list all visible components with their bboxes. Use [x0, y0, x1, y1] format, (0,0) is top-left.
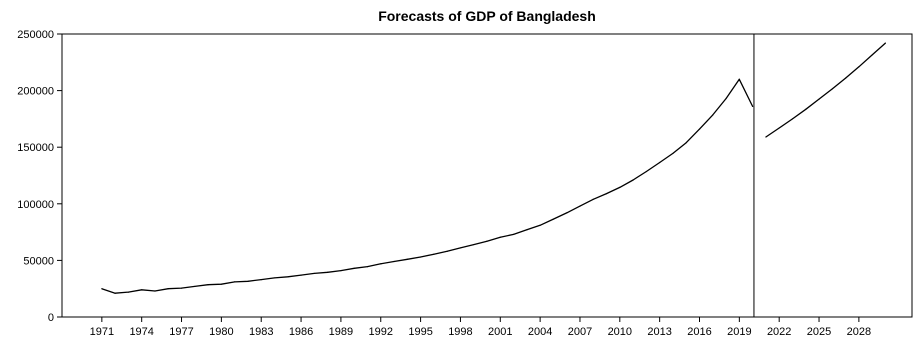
x-tick-label: 1974 — [129, 326, 153, 338]
data-point-actual — [287, 276, 289, 278]
data-point-actual — [512, 233, 515, 235]
data-point-actual — [459, 247, 462, 249]
x-tick-label: 2025 — [807, 326, 831, 338]
data-point-forecast — [844, 77, 847, 79]
x-tick-label: 2016 — [687, 326, 711, 338]
x-tick-label: 2022 — [767, 326, 791, 338]
data-point-actual — [154, 290, 156, 292]
x-tick-label: 1995 — [408, 326, 432, 338]
x-tick-label: 2013 — [647, 326, 671, 338]
x-tick-label: 2001 — [488, 326, 512, 338]
data-point-actual — [552, 218, 555, 220]
y-tick-label: 50000 — [23, 255, 54, 267]
data-point-actual — [419, 256, 422, 258]
data-point-actual — [645, 170, 647, 173]
data-point-actual — [752, 105, 754, 108]
data-point-forecast — [818, 98, 820, 100]
series-line-actual — [101, 78, 754, 294]
y-tick-label: 250000 — [17, 29, 54, 41]
data-point-actual — [220, 283, 222, 285]
x-tick-label: 1980 — [209, 326, 233, 338]
data-point-actual — [499, 236, 501, 238]
data-point-actual — [101, 288, 103, 290]
y-axis: 0 50000 100000 150000 200000 250000 — [17, 29, 62, 324]
data-point-forecast — [884, 42, 887, 44]
data-point-actual — [738, 78, 740, 80]
y-tick-label: 0 — [48, 312, 54, 324]
series-group — [101, 34, 887, 317]
data-point-actual — [141, 289, 143, 291]
x-tick-label: 1983 — [249, 326, 273, 338]
data-point-actual — [380, 263, 382, 265]
x-tick-label: 1992 — [369, 326, 393, 338]
data-point-actual — [605, 193, 608, 195]
data-point-forecast — [871, 54, 873, 56]
data-point-actual — [366, 266, 369, 268]
x-tick-label: 2004 — [528, 326, 552, 338]
data-point-actual — [260, 279, 262, 281]
x-tick-label: 1977 — [169, 326, 193, 338]
data-point-actual — [446, 250, 448, 252]
x-tick-label: 2019 — [727, 326, 751, 338]
x-tick-label: 1989 — [329, 326, 353, 338]
data-point-forecast — [805, 108, 807, 110]
data-point-forecast — [791, 118, 794, 120]
data-point-actual — [672, 152, 674, 155]
x-axis: 1971 1974 1977 1980 1983 1986 1989 1992 1995 1998… — [90, 317, 871, 338]
data-point-actual — [167, 288, 169, 290]
data-point-actual — [539, 224, 541, 226]
data-point-actual — [300, 274, 302, 276]
series-line-forecast — [765, 42, 886, 138]
data-point-actual — [273, 277, 276, 279]
x-tick-label: 1986 — [289, 326, 313, 338]
data-point-actual — [698, 128, 701, 130]
x-tick-label: 2010 — [608, 326, 632, 338]
y-tick-label: 200000 — [17, 86, 54, 98]
data-point-actual — [234, 281, 236, 283]
plot-frame — [61, 33, 913, 318]
x-tick-label: 1998 — [448, 326, 472, 338]
data-point-actual — [340, 269, 342, 272]
x-tick-label: 2007 — [568, 326, 592, 338]
data-point-actual — [406, 258, 408, 260]
data-point-actual — [127, 291, 130, 293]
data-point-actual — [433, 253, 435, 255]
data-point-actual — [207, 284, 209, 286]
y-tick-label: 100000 — [17, 199, 54, 211]
data-point-actual — [579, 205, 581, 207]
data-point-actual — [712, 114, 714, 116]
data-point-forecast — [858, 66, 860, 68]
data-point-actual — [180, 287, 183, 289]
data-point-actual — [247, 280, 249, 282]
data-point-forecast — [765, 136, 767, 138]
data-point-actual — [685, 142, 687, 144]
y-tick-label: 150000 — [17, 142, 54, 154]
data-point-actual — [114, 292, 116, 294]
data-point-actual — [566, 212, 568, 214]
data-point-actual — [486, 240, 488, 242]
data-point-actual — [619, 186, 621, 188]
x-tick-label: 1971 — [90, 326, 114, 338]
data-point-actual — [353, 267, 355, 269]
data-point-actual — [313, 272, 315, 275]
data-point-actual — [526, 229, 528, 231]
chart-title: Forecasts of GDP of Bangladesh — [378, 8, 596, 24]
data-point-forecast — [831, 88, 833, 90]
data-point-actual — [194, 285, 196, 288]
data-point-actual — [393, 260, 395, 263]
data-point-actual — [632, 179, 634, 181]
data-point-forecast — [778, 127, 780, 129]
x-tick-label: 2028 — [847, 326, 871, 338]
data-point-actual — [473, 243, 475, 246]
data-point-actual — [725, 97, 727, 100]
data-point-actual — [659, 161, 661, 164]
data-point-actual — [327, 271, 329, 273]
data-point-actual — [592, 198, 594, 200]
